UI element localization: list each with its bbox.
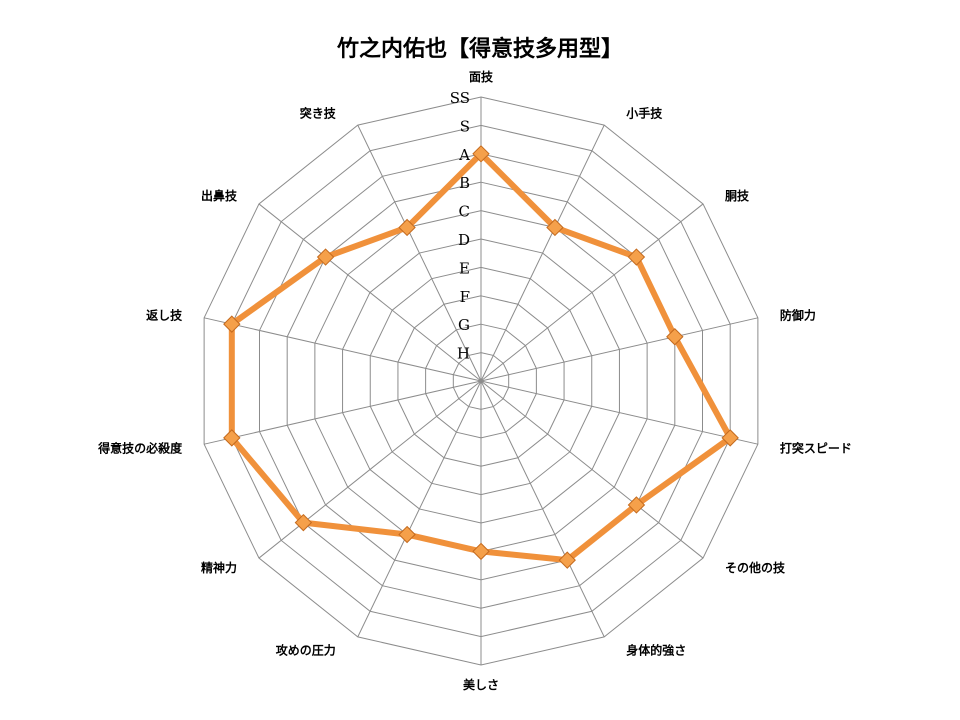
data-point-marker (472, 145, 490, 163)
scale-tick-label: B (459, 174, 470, 192)
scale-tick-label: H (457, 345, 470, 363)
data-point-marker (627, 248, 646, 266)
category-label: 突き技 (300, 106, 337, 121)
chart-title: 竹之内佑也【得意技多用型】 (336, 36, 623, 62)
data-point-marker (316, 248, 335, 266)
scale-tick-label: F (460, 288, 470, 306)
data-point-marker (666, 328, 684, 346)
axis-spoke (480, 124, 605, 382)
category-label: 精神力 (201, 560, 237, 575)
axis-spoke (480, 380, 704, 559)
data-point-marker (223, 429, 241, 447)
data-point-marker (398, 525, 416, 544)
category-label: 面技 (469, 69, 494, 84)
data-point-marker (721, 429, 739, 447)
scale-tick-label: A (458, 146, 470, 164)
category-label: 打突スピード (780, 440, 852, 455)
axis-spoke (480, 380, 605, 638)
scale-tick-label: C (459, 203, 470, 221)
data-point-marker (558, 551, 576, 569)
category-label: 得意技の必殺度 (97, 440, 183, 455)
category-label: 美しさ (463, 677, 499, 692)
data-point-marker (223, 315, 241, 333)
scale-tick-label: E (459, 259, 470, 277)
scale-tick-label: S (460, 117, 470, 135)
category-label: 防御力 (780, 308, 816, 323)
category-label: 身体的強さ (626, 642, 686, 657)
category-label: その他の技 (725, 560, 786, 575)
axis-spoke (258, 203, 482, 382)
axis-spoke (204, 380, 482, 445)
scale-tick-label: D (458, 231, 470, 249)
scale-tick-label: SS (450, 89, 470, 107)
scale-tick-label: G (458, 316, 470, 334)
data-point-marker (294, 513, 313, 532)
data-point-marker (398, 218, 416, 237)
category-label: 小手技 (626, 106, 663, 121)
grid-layer (203, 96, 759, 666)
category-label: 出鼻技 (201, 188, 238, 203)
axis-spoke (204, 317, 482, 382)
category-label: 攻めの圧力 (276, 642, 336, 657)
axis-spoke (258, 380, 482, 559)
axis-spoke (357, 380, 482, 638)
category-label: 胴技 (725, 188, 750, 203)
axis-spoke (480, 317, 758, 382)
category-label: 返し技 (146, 308, 183, 323)
series-layer (223, 145, 739, 569)
axis-spoke (480, 203, 704, 382)
data-point-marker (472, 542, 490, 561)
axis-spoke (357, 124, 482, 382)
axis-spoke (480, 380, 758, 445)
data-point-marker (627, 496, 646, 514)
data-point-marker (546, 218, 564, 237)
